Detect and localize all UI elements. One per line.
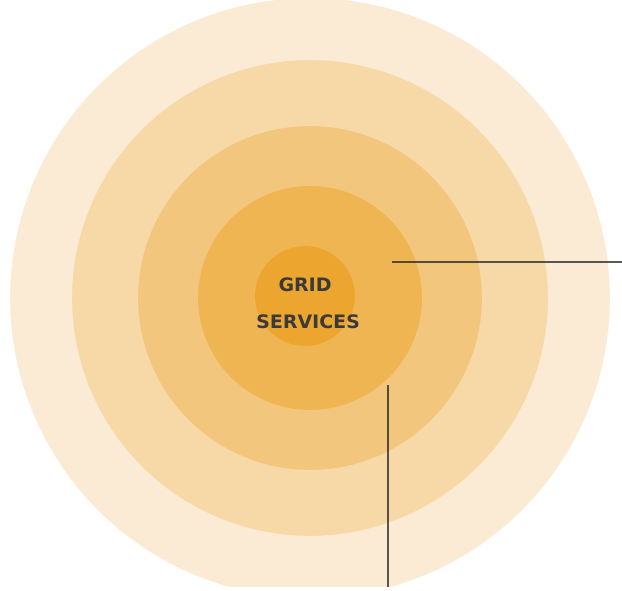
- center-label: SERVICES: [256, 311, 360, 333]
- center-label: GRID: [278, 274, 331, 296]
- ring-core: [255, 246, 355, 346]
